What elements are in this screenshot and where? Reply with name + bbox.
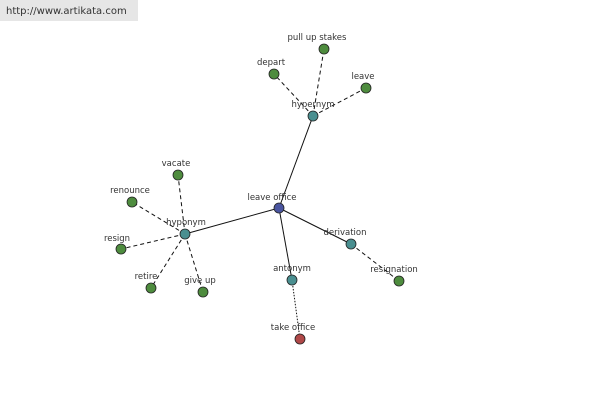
node[interactable] [345,238,357,250]
node[interactable] [286,274,298,286]
node[interactable] [172,169,184,181]
edge [291,279,301,340]
edge [350,243,400,282]
edge [177,174,186,235]
node-label: leave [351,72,374,82]
edge [120,233,186,250]
node-label: resignation [370,265,418,275]
edges [120,48,400,340]
header-url[interactable]: http://www.artikata.com [6,6,127,17]
node-label: pull up stakes [288,33,348,43]
edge [184,207,280,235]
node-label: resign [104,234,130,244]
node[interactable] [145,282,157,294]
node-label: give up [184,276,216,286]
node-label: leave office [247,193,296,203]
node-label: vacate [162,159,191,169]
node[interactable] [318,43,330,55]
node-label: depart [257,58,286,68]
node[interactable] [360,82,372,94]
edge [184,233,204,293]
node-label: antonym [273,264,311,274]
node-label: retire [135,272,158,282]
node-label: hypernym [291,100,334,110]
node[interactable] [307,110,319,122]
edge [278,207,352,245]
edge [131,201,186,235]
edge [150,233,186,289]
node[interactable] [273,202,285,214]
header-box [0,0,138,21]
edge [278,207,293,281]
node[interactable] [115,243,127,255]
node-label: take office [271,323,315,333]
node[interactable] [268,68,280,80]
node-label: derivation [323,228,366,238]
node-label: hyponym [166,218,206,228]
edge [278,115,314,209]
edge [273,73,314,117]
node[interactable] [126,196,138,208]
node-label: renounce [110,186,150,196]
edge [312,48,325,117]
node[interactable] [294,333,306,345]
edge [312,87,367,117]
node[interactable] [197,286,209,298]
nodes: leave office hypernym pull up stakes dep… [104,33,418,345]
node[interactable] [393,275,405,287]
node[interactable] [179,228,191,240]
